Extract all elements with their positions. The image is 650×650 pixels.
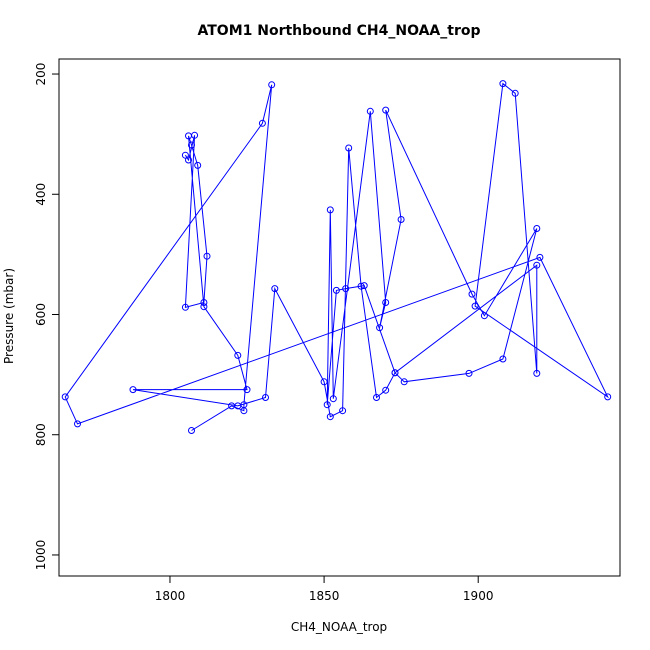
data-point <box>188 427 195 434</box>
data-point <box>240 407 248 415</box>
data-point <box>268 81 276 89</box>
x-axis-label: CH4_NOAA_trop <box>291 620 387 634</box>
data-point <box>480 312 488 320</box>
data-point <box>200 303 208 311</box>
data-point <box>326 206 334 214</box>
data-point <box>536 253 544 261</box>
data-point <box>243 386 251 394</box>
data-point <box>234 351 242 359</box>
data-point <box>382 299 390 306</box>
y-tick-label: 200 <box>34 63 48 86</box>
data-point <box>471 302 479 310</box>
y-axis-label: Pressure (mbar) <box>2 268 16 364</box>
plot-frame <box>58 58 621 577</box>
chart-title: ATOM1 Northbound CH4_NOAA_trop <box>198 23 481 39</box>
data-point <box>499 355 507 363</box>
series-layer <box>61 80 612 434</box>
data-point <box>357 282 365 290</box>
data-point <box>262 394 269 401</box>
y-tick-label: 400 <box>34 183 48 206</box>
data-point <box>271 285 279 293</box>
data-point <box>382 386 390 394</box>
data-point <box>373 394 380 401</box>
data-point <box>345 144 353 152</box>
data-point <box>342 285 350 293</box>
data-point <box>397 216 405 223</box>
data-point <box>188 141 195 149</box>
data-point <box>382 106 390 114</box>
y-tick-label: 1000 <box>34 540 48 571</box>
data-point <box>465 369 473 377</box>
data-point <box>360 282 368 290</box>
series-line <box>64 82 609 431</box>
data-point <box>533 261 541 269</box>
data-point <box>533 369 541 377</box>
data-point <box>181 303 189 311</box>
data-point <box>185 156 192 164</box>
data-point <box>181 151 189 159</box>
data-point <box>376 324 384 332</box>
x-axis: 1800 1850 1900 <box>155 576 494 603</box>
data-point <box>604 393 612 401</box>
y-tick-label: 800 <box>34 423 48 446</box>
x-tick-label: 1900 <box>463 589 494 603</box>
data-point <box>400 378 408 386</box>
data-point <box>533 225 541 232</box>
data-point <box>326 413 334 421</box>
data-point <box>329 395 337 403</box>
data-point <box>203 252 211 260</box>
y-tick-label: 600 <box>34 303 48 326</box>
data-point <box>339 407 347 415</box>
data-point <box>258 119 266 127</box>
data-point <box>228 402 236 410</box>
data-point <box>61 393 69 401</box>
data-point <box>74 420 81 428</box>
data-point <box>320 378 328 386</box>
data-point <box>511 89 519 97</box>
data-point <box>323 401 331 409</box>
data-point <box>194 161 202 169</box>
x-tick-label: 1850 <box>309 589 340 603</box>
data-point <box>391 369 399 377</box>
data-point <box>499 80 507 88</box>
data-point <box>129 386 137 394</box>
data-point <box>468 290 476 298</box>
data-point <box>200 299 208 306</box>
data-point <box>332 286 340 294</box>
data-point <box>366 107 374 115</box>
y-axis: 200 400 600 800 1000 <box>34 63 59 571</box>
x-tick-label: 1800 <box>155 589 186 603</box>
data-point <box>185 132 192 140</box>
